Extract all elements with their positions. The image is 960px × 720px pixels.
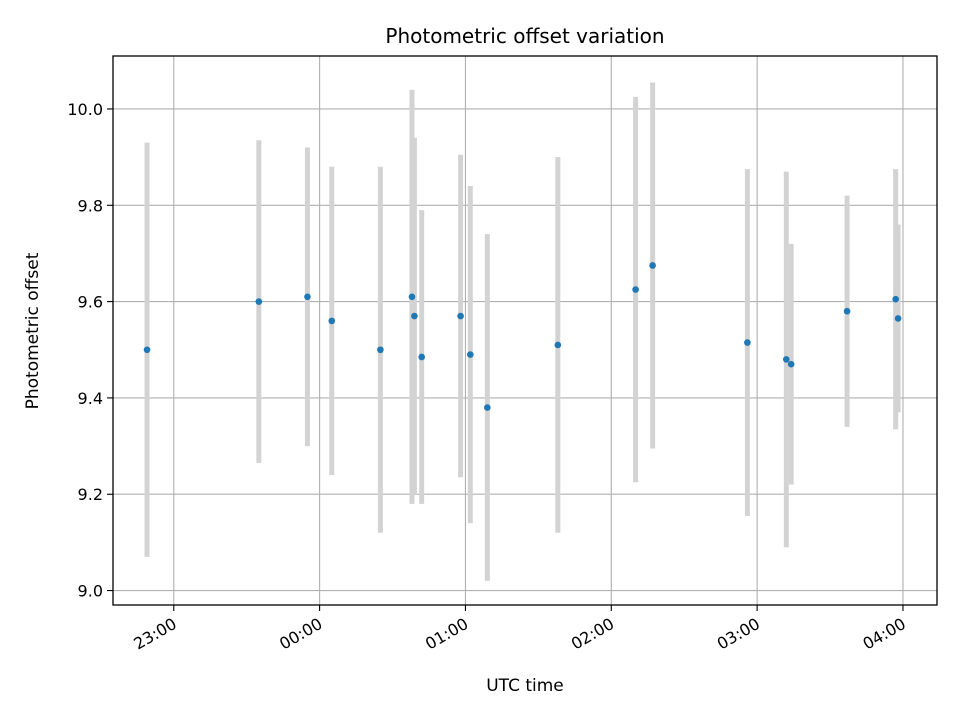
- data-point: [418, 353, 425, 361]
- data-point: [377, 346, 384, 354]
- data-point: [894, 315, 902, 322]
- data-point: [328, 317, 336, 325]
- y-tick-label: 10.0: [67, 100, 103, 119]
- data-point: [411, 312, 418, 320]
- y-axis: 9.0 9.2 9.4 9.6 9.8 10.0: [67, 100, 113, 601]
- data-point: [484, 404, 491, 411]
- data-point: [554, 341, 562, 349]
- data-point: [457, 312, 464, 320]
- data-point: [649, 262, 656, 269]
- plot-frame: [112, 55, 938, 606]
- y-tick-label: 9.4: [78, 389, 103, 408]
- data-point: [892, 295, 899, 303]
- data-point: [787, 360, 795, 368]
- y-axis-title: Photometric offset: [23, 252, 43, 409]
- data-point: [304, 293, 311, 301]
- y-tick-label: 9.0: [78, 582, 103, 601]
- data-point: [255, 298, 263, 305]
- y-tick-label: 9.8: [78, 196, 103, 215]
- data-point: [744, 339, 751, 346]
- data-point: [408, 293, 416, 301]
- y-tick-label: 9.6: [78, 293, 103, 312]
- y-tick-label: 9.2: [78, 485, 103, 504]
- data-point: [143, 346, 151, 354]
- data-point: [632, 286, 639, 293]
- data-point: [782, 356, 790, 363]
- x-axis-title: UTC time: [486, 676, 564, 696]
- data-point: [467, 351, 474, 358]
- data-point: [843, 307, 851, 315]
- chart-title: Photometric offset variation: [385, 24, 664, 48]
- data-points: [143, 262, 902, 411]
- grid: [113, 56, 937, 605]
